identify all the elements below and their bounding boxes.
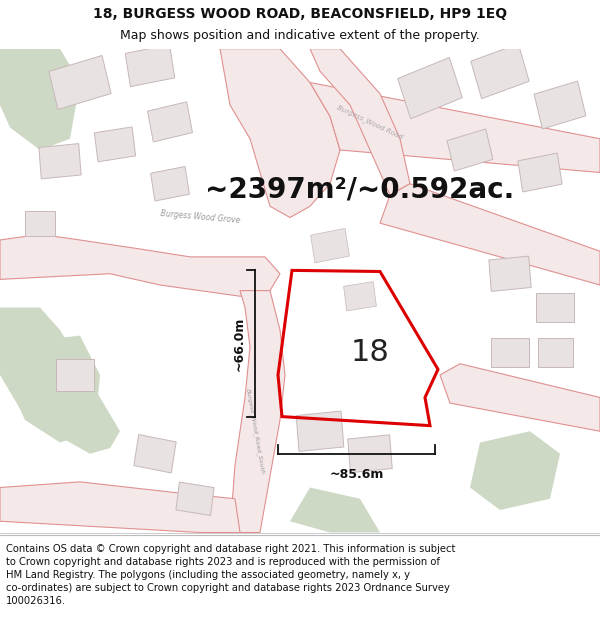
Polygon shape <box>491 338 529 367</box>
Polygon shape <box>94 127 136 162</box>
Polygon shape <box>310 49 410 195</box>
Text: Contains OS data © Crown copyright and database right 2021. This information is : Contains OS data © Crown copyright and d… <box>6 544 455 606</box>
Polygon shape <box>470 431 560 510</box>
Text: 18, BURGESS WOOD ROAD, BEACONSFIELD, HP9 1EQ: 18, BURGESS WOOD ROAD, BEACONSFIELD, HP9… <box>93 7 507 21</box>
Polygon shape <box>344 282 376 311</box>
Polygon shape <box>296 411 344 451</box>
Polygon shape <box>148 102 193 142</box>
Polygon shape <box>398 58 463 119</box>
Text: 18: 18 <box>350 338 389 367</box>
Polygon shape <box>311 228 349 263</box>
Polygon shape <box>518 153 562 192</box>
Polygon shape <box>134 434 176 473</box>
Text: ~2397m²/~0.592ac.: ~2397m²/~0.592ac. <box>205 176 515 203</box>
Polygon shape <box>380 184 600 285</box>
Polygon shape <box>538 339 572 366</box>
Polygon shape <box>39 144 81 179</box>
Polygon shape <box>310 82 600 172</box>
Text: Map shows position and indicative extent of the property.: Map shows position and indicative extent… <box>120 29 480 42</box>
Polygon shape <box>440 364 600 431</box>
Polygon shape <box>348 435 392 472</box>
Text: Burgess_Wood Road: Burgess_Wood Road <box>336 104 404 140</box>
Text: Burgess_Wood_Road_South: Burgess_Wood_Road_South <box>245 388 265 474</box>
Polygon shape <box>471 44 529 99</box>
Polygon shape <box>25 211 55 236</box>
Polygon shape <box>0 234 280 296</box>
Polygon shape <box>125 44 175 87</box>
Polygon shape <box>151 166 190 201</box>
Polygon shape <box>534 81 586 129</box>
Polygon shape <box>0 482 240 532</box>
Polygon shape <box>10 336 100 442</box>
Text: Burgess Wood Grove: Burgess Wood Grove <box>160 209 241 226</box>
Polygon shape <box>230 291 285 532</box>
Polygon shape <box>56 359 94 391</box>
Text: ~85.6m: ~85.6m <box>329 468 383 481</box>
Polygon shape <box>0 308 120 454</box>
Polygon shape <box>447 129 493 171</box>
Polygon shape <box>49 56 111 109</box>
Polygon shape <box>220 49 340 217</box>
Polygon shape <box>536 293 574 322</box>
Polygon shape <box>176 482 214 516</box>
Text: ~66.0m: ~66.0m <box>233 316 245 371</box>
Polygon shape <box>489 256 531 291</box>
Polygon shape <box>290 488 380 532</box>
Polygon shape <box>0 49 80 150</box>
